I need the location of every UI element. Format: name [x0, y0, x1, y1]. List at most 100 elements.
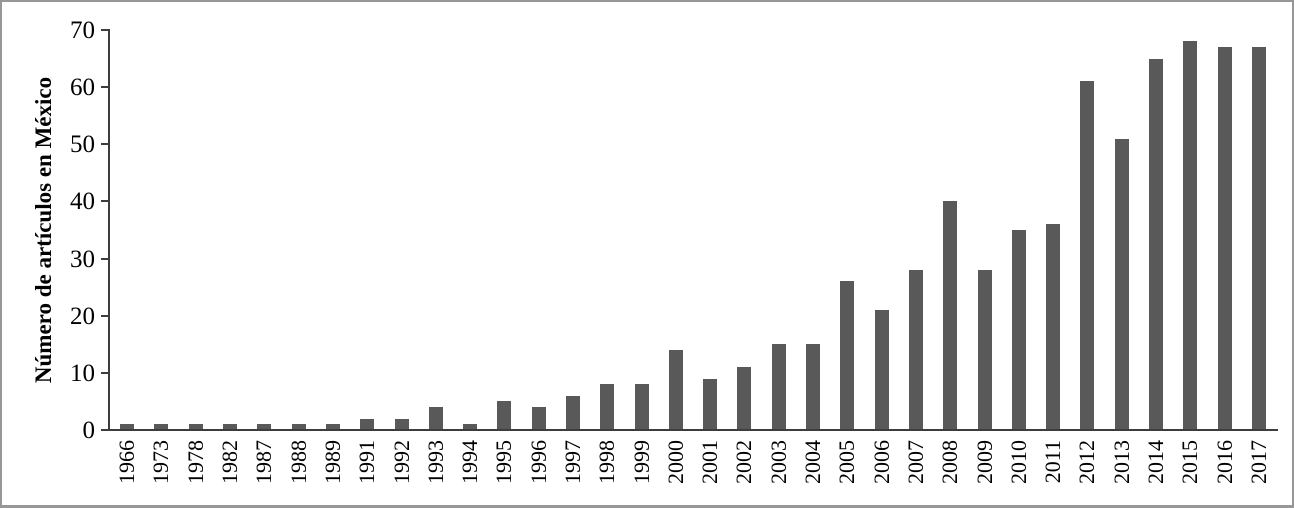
bar-2009 — [977, 270, 992, 430]
bar-2001 — [703, 378, 718, 430]
x-tick-cell: 1989 — [316, 440, 350, 505]
x-tick-cell: 1988 — [281, 440, 315, 505]
bar-slot — [556, 30, 590, 430]
bar-1987 — [257, 424, 272, 430]
x-tick-label: 2008 — [937, 440, 963, 484]
y-tick-label: 20 — [70, 302, 95, 330]
x-tick-cell: 2010 — [1002, 440, 1036, 505]
x-tick-cell: 1992 — [384, 440, 418, 505]
bar-2011 — [1046, 224, 1061, 430]
bar-1993 — [428, 407, 443, 430]
bar-2016 — [1217, 47, 1232, 430]
bar-1992 — [394, 418, 409, 430]
bar-2015 — [1183, 41, 1198, 430]
bar-1991 — [360, 418, 375, 430]
x-tick-label: 1999 — [628, 440, 654, 484]
bar-slot — [1242, 30, 1276, 430]
x-tick-cell: 2015 — [1173, 440, 1207, 505]
bar-1994 — [463, 424, 478, 430]
y-tick-mark — [101, 257, 109, 260]
bar-slot — [144, 30, 178, 430]
x-tick-label: 2007 — [902, 440, 928, 484]
x-tick-label: 1991 — [354, 440, 380, 484]
x-tick-cell: 2004 — [796, 440, 830, 505]
x-tick-label: 2012 — [1074, 440, 1100, 484]
bar-2005 — [840, 281, 855, 430]
x-tick-cell: 1978 — [179, 440, 213, 505]
bar-slot — [179, 30, 213, 430]
x-tick-label: 1997 — [560, 440, 585, 484]
y-axis-title: Número de artículos en México — [31, 76, 56, 384]
bar-1978 — [188, 424, 203, 430]
bar-slot — [350, 30, 384, 430]
x-tick-label: 1989 — [319, 440, 345, 484]
bar-2013 — [1114, 138, 1129, 430]
x-tick-cell: 1973 — [144, 440, 178, 505]
bar-slot — [796, 30, 830, 430]
x-tick-label: 2009 — [971, 440, 997, 484]
x-axis-line — [108, 429, 1278, 431]
y-tick-mark — [101, 86, 109, 89]
x-tick-label: 1992 — [388, 440, 414, 484]
y-tick-label: 70 — [70, 17, 95, 44]
x-tick-cell: 2017 — [1242, 440, 1276, 505]
bar-slot — [967, 30, 1001, 430]
bar-1966 — [120, 424, 135, 430]
bar-2000 — [668, 350, 683, 430]
bar-slot — [830, 30, 864, 430]
bar-slot — [590, 30, 624, 430]
bar-2002 — [737, 367, 752, 430]
x-tick-cell: 2001 — [693, 440, 727, 505]
x-tick-cell: 1998 — [590, 440, 624, 505]
x-tick-cell: 1982 — [213, 440, 247, 505]
bar-slot — [1036, 30, 1070, 430]
x-tick-label: 1998 — [594, 440, 620, 484]
bar-2010 — [1011, 230, 1026, 430]
x-tick-cell: 2000 — [659, 440, 693, 505]
bar-slot — [522, 30, 556, 430]
x-tick-label: 1966 — [114, 440, 140, 484]
x-tick-label: 2015 — [1177, 440, 1203, 484]
bar-slot — [1139, 30, 1173, 430]
x-tick-label: 2002 — [731, 440, 757, 484]
x-tick-label: 1978 — [182, 440, 208, 484]
y-tick-label: 40 — [70, 188, 95, 216]
bar-slot — [933, 30, 967, 430]
x-tick-label: 2000 — [662, 440, 688, 484]
x-tick-cell: 1991 — [350, 440, 384, 505]
bar-slot — [316, 30, 350, 430]
x-tick-cell: 1996 — [522, 440, 556, 505]
x-axis-labels: 1966 1973 1978 1982 1987 1988 1989 1991 1992 1993… — [110, 440, 1276, 505]
bars-container — [110, 30, 1276, 430]
bar-1995 — [497, 401, 512, 430]
bar-slot — [281, 30, 315, 430]
bar-slot — [384, 30, 418, 430]
bar-slot — [213, 30, 247, 430]
y-tick-mark — [101, 29, 109, 31]
bar-slot — [110, 30, 144, 430]
bar-1996 — [531, 407, 546, 430]
x-tick-label: 2016 — [1211, 440, 1237, 484]
bar-slot — [899, 30, 933, 430]
x-tick-cell: 2005 — [830, 440, 864, 505]
x-tick-cell: 2007 — [899, 440, 933, 505]
bar-2017 — [1251, 47, 1266, 430]
x-tick-cell: 1997 — [556, 440, 590, 505]
x-tick-cell: 2006 — [865, 440, 899, 505]
bar-slot — [1208, 30, 1242, 430]
bar-1982 — [223, 424, 238, 430]
x-tick-label: 1996 — [525, 440, 551, 484]
x-tick-cell: 1999 — [624, 440, 658, 505]
x-tick-cell: 2009 — [967, 440, 1001, 505]
x-tick-cell: 1994 — [453, 440, 487, 505]
x-tick-cell: 1993 — [419, 440, 453, 505]
bar-slot — [727, 30, 761, 430]
bar-slot — [247, 30, 281, 430]
x-tick-label: 1973 — [148, 440, 174, 484]
x-tick-cell: 2003 — [762, 440, 796, 505]
x-tick-cell: 2013 — [1105, 440, 1139, 505]
x-tick-cell: 2014 — [1139, 440, 1173, 505]
bar-slot — [453, 30, 487, 430]
bar-1989 — [325, 424, 340, 430]
